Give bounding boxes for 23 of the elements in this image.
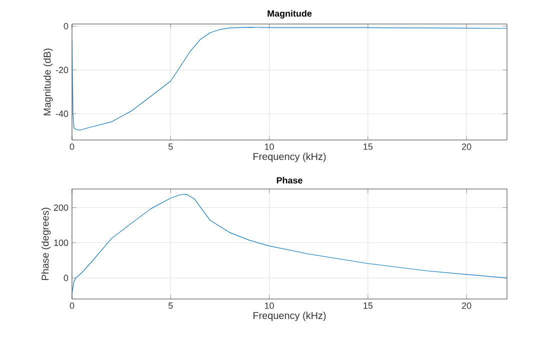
y-tick-label: -40 bbox=[56, 110, 68, 117]
x-tick-label: 5 bbox=[168, 144, 173, 150]
y-tick-label: 100 bbox=[54, 240, 68, 246]
x-tick-label: 10 bbox=[264, 302, 274, 309]
x-tick-label: 5 bbox=[168, 302, 173, 309]
y-tick-label: 200 bbox=[54, 204, 68, 211]
chart-title: Magnitude bbox=[268, 10, 312, 18]
x-tick-label: 15 bbox=[364, 144, 373, 150]
y-axis-title: Magnitude (dB) bbox=[43, 48, 53, 116]
y-tick-label: 0 bbox=[64, 274, 68, 282]
x-axis-title: Frequency (kHz) bbox=[254, 312, 326, 322]
line-series bbox=[72, 194, 508, 294]
chart-title: Phase bbox=[276, 176, 302, 184]
x-tick-label: 20 bbox=[462, 144, 472, 150]
x-axis-title: Frequency (kHz) bbox=[254, 152, 326, 162]
x-tick-label: 15 bbox=[364, 302, 373, 309]
x-tick-label: 0 bbox=[70, 302, 74, 309]
x-tick-label: 20 bbox=[462, 302, 472, 309]
x-tick-label: 10 bbox=[264, 144, 274, 150]
y-tick-label: -20 bbox=[56, 66, 68, 74]
y-tick-label: 0 bbox=[64, 23, 68, 30]
x-tick-label: 0 bbox=[70, 144, 74, 150]
y-axis-title: Phase (degrees) bbox=[41, 208, 51, 280]
